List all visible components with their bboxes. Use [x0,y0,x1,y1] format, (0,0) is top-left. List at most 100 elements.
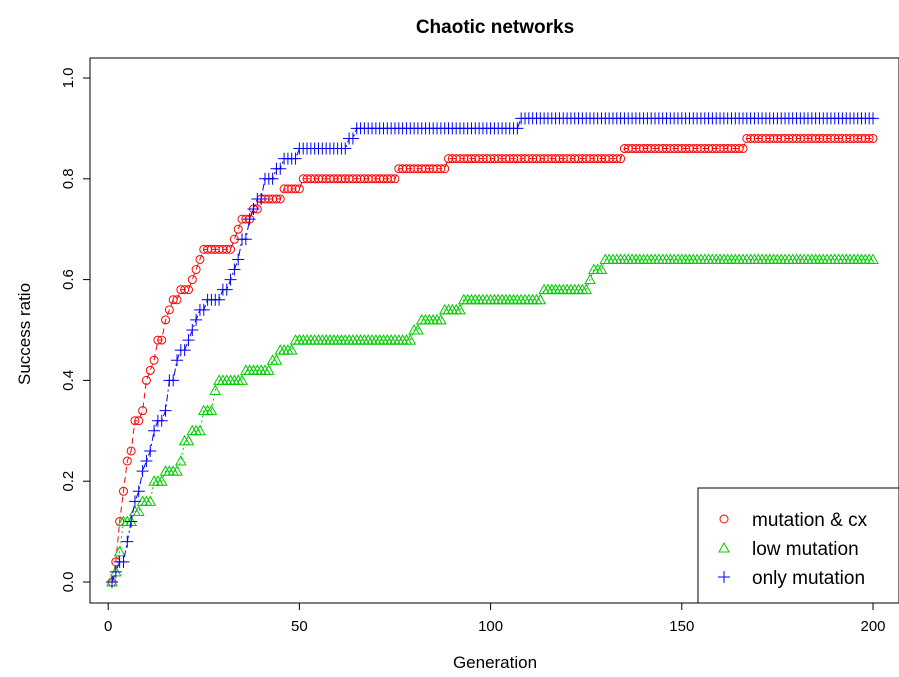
series-1 [106,253,879,587]
data-point [511,122,524,135]
data-point [236,374,248,385]
data-point [440,164,450,174]
data-point [132,485,145,498]
data-point [270,354,283,365]
data-point [864,133,874,143]
data-point [157,335,167,345]
x-tick-label: 200 [860,618,885,635]
data-point [404,334,417,345]
data-point [232,253,245,266]
data-point [183,285,193,295]
data-point [149,355,159,365]
data-point [262,364,275,375]
data-point [117,555,130,568]
data-point [734,144,744,154]
data-point [130,416,140,426]
x-tick-label: 100 [478,618,503,635]
data-point [161,315,171,325]
data-point [291,184,301,194]
data-point [171,354,184,367]
data-point [205,404,218,416]
data-point [222,244,232,254]
data-point [182,334,195,347]
data-point [220,283,233,296]
data-point [194,424,206,436]
data-point [867,253,879,264]
data-point [138,406,148,416]
data-point [867,112,879,125]
data-point [109,565,122,578]
data-point [121,535,134,548]
legend-label: only mutation [752,568,865,589]
data-point [172,295,182,305]
data-point [209,384,222,395]
data-point [167,374,180,387]
data-point [243,213,256,226]
data-point [155,475,168,486]
data-point [132,505,145,516]
y-tick-label: 0.4 [60,370,77,391]
x-axis: 0 50 100 150 200 [104,602,886,635]
data-point [390,174,400,184]
data-point [145,365,155,375]
data-point [213,293,226,306]
y-tick-label: 1.0 [60,68,77,89]
data-point [233,224,243,234]
data-point [289,152,302,165]
data-point [271,194,281,204]
data-point [534,293,547,305]
legend-label: low mutation [752,539,859,560]
data-point [182,434,195,446]
x-axis-label: Generation [453,653,537,672]
data-point [171,465,183,476]
legend-marker [719,514,729,524]
data-point [134,416,144,426]
data-point [255,192,268,205]
data-point [148,424,161,437]
data-point [190,313,203,326]
data-point [187,275,197,285]
data-point [868,133,878,143]
data-point [226,244,236,254]
legend: mutation & cx low mutation only mutation [697,487,899,604]
data-point [266,172,279,185]
data-point [144,444,157,457]
data-point [136,465,149,478]
data-point [197,303,210,316]
series-line [111,137,873,583]
y-tick-label: 0.2 [60,471,77,492]
x-tick-label: 50 [291,618,308,635]
data-point [247,203,260,216]
data-point [118,486,128,496]
data-point [126,446,136,456]
y-axis: 0.0 0.2 0.4 0.6 0.8 1.0 [60,68,91,592]
data-point [155,414,168,427]
data-point [584,273,596,285]
data-point [275,194,285,204]
series-2 [106,112,879,588]
data-point [386,174,396,184]
data-point [595,263,608,275]
data-point [339,142,352,155]
data-point [195,254,205,264]
data-point [436,164,446,174]
data-point [164,305,174,315]
data-point [454,303,466,315]
data-point [239,233,252,246]
legend-box [697,487,899,604]
series-layer [106,112,879,588]
data-point [178,344,191,357]
legend-marker [718,541,730,553]
data-point [224,273,237,286]
data-point [616,154,626,164]
data-point [180,285,190,295]
data-point [144,495,157,506]
data-point [186,324,199,336]
data-point [159,404,172,417]
data-point [346,132,359,145]
data-point [128,495,141,508]
data-point [228,263,241,276]
data-point [113,545,126,557]
y-tick-label: 0.6 [60,269,77,290]
